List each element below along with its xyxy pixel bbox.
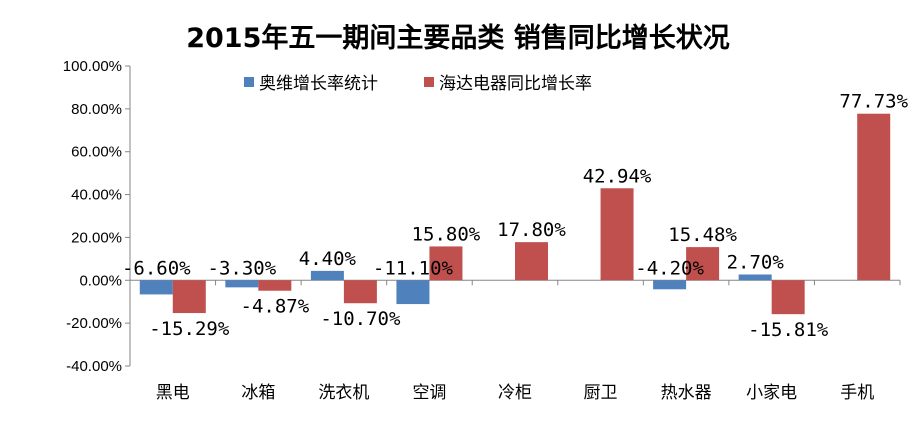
bar-series-2 <box>429 246 463 281</box>
data-label-series-1: -11.10% <box>373 257 454 279</box>
legend-label-series-2: 海达电器同比增长率 <box>439 74 592 94</box>
bar-series-2 <box>686 247 720 281</box>
data-label-series-2: 42.94% <box>583 165 652 187</box>
data-label-series-2: 17.80% <box>497 219 566 241</box>
bar-series-2 <box>771 280 805 315</box>
data-label-series-2: -4.87% <box>241 296 310 318</box>
data-label-series-2: 15.48% <box>668 224 737 246</box>
y-tick-label: 20.00% <box>71 229 122 246</box>
legend-swatch-series-1 <box>244 77 254 87</box>
y-tick-label: 60.00% <box>71 144 122 161</box>
chart-title: 2015年五一期间主要品类 销售同比增长状况 <box>186 22 730 54</box>
data-label-series-2: 77.73% <box>839 91 908 113</box>
data-label-series-1: -6.60% <box>122 257 191 279</box>
bar-series-1 <box>310 270 344 281</box>
x-tick-label: 洗衣机 <box>318 383 369 403</box>
data-label-series-2: -10.70% <box>320 308 401 330</box>
data-label-series-1: 2.70% <box>727 252 785 274</box>
x-tick-label: 空调 <box>412 383 446 403</box>
data-label-series-2: -15.81% <box>748 319 829 341</box>
x-tick-label: 小家电 <box>746 383 797 403</box>
x-tick-label: 厨卫 <box>584 383 618 403</box>
bar-series-2 <box>515 242 548 281</box>
bar-series-2 <box>258 280 292 291</box>
bar-series-2 <box>600 188 634 281</box>
x-tick-label: 冰箱 <box>241 383 275 403</box>
y-tick-label: 0.00% <box>79 272 122 289</box>
axis-layer: 100.00% 80.00% 60.00% 40.00% 20.00% 0.00% -20.… <box>63 58 901 403</box>
x-tick-label: 黑电 <box>156 383 190 403</box>
bars-layer <box>139 113 891 315</box>
bar-series-1 <box>225 280 259 288</box>
y-tick-label: 80.00% <box>71 101 122 118</box>
y-tick-label: -40.00% <box>66 358 122 375</box>
bar-series-2 <box>172 280 206 314</box>
x-tick-label: 热水器 <box>661 383 712 403</box>
bar-series-1 <box>653 280 687 290</box>
data-label-series-1: 4.40% <box>299 248 357 270</box>
bar-series-1 <box>396 280 430 305</box>
data-label-series-2: 15.80% <box>412 223 481 245</box>
data-labels-layer: -6.60% -3.30% 4.40% -11.10% -4.20% 2.70% -15.2… <box>122 91 909 341</box>
bar-series-2 <box>857 113 891 281</box>
y-tick-label: 100.00% <box>63 58 122 75</box>
bar-series-1 <box>139 280 173 295</box>
data-label-series-1: -3.30% <box>208 257 277 279</box>
y-tick-label: -20.00% <box>66 315 122 332</box>
bar-series-1 <box>738 274 772 281</box>
legend-swatch-series-2 <box>424 77 434 87</box>
x-tick-label: 手机 <box>840 383 874 403</box>
data-label-series-2: -15.29% <box>149 318 230 340</box>
y-tick-label: 40.00% <box>71 187 122 204</box>
legend: 奥维增长率统计 海达电器同比增长率 <box>244 74 592 94</box>
bar-series-2 <box>343 280 377 304</box>
data-label-series-1: -4.20% <box>635 257 704 279</box>
legend-label-series-1: 奥维增长率统计 <box>259 74 378 94</box>
x-tick-label: 冷柜 <box>498 383 532 403</box>
